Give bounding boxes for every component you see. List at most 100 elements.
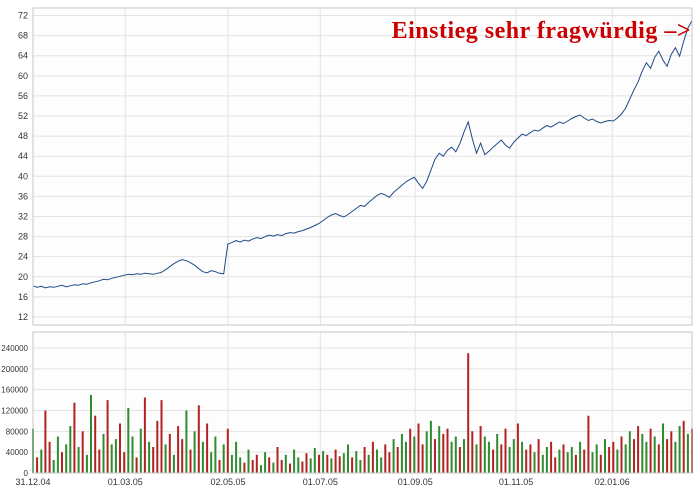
volume-bar [206, 423, 209, 473]
volume-bar [152, 447, 155, 473]
volume-bar [268, 457, 271, 473]
volume-bar [413, 436, 416, 473]
volume-bar [239, 457, 242, 473]
volume-bar [471, 431, 474, 473]
volume-bar [289, 463, 291, 473]
volume-bar [65, 444, 68, 473]
volume-bar [525, 449, 528, 473]
volume-bar [574, 454, 577, 473]
volume-bar [284, 454, 287, 473]
volume-bar [645, 441, 648, 474]
volume-bar [363, 447, 366, 473]
volume-bar [521, 441, 524, 474]
volume-bar [508, 447, 511, 473]
price-ytick-label: 32 [18, 211, 28, 221]
price-ytick-label: 20 [18, 272, 28, 282]
volume-bar [322, 451, 325, 473]
volume-bar [189, 449, 192, 473]
volume-bar [351, 457, 354, 473]
volume-bar [131, 436, 134, 473]
volume-bar [554, 457, 557, 473]
volume-ytick-label: 120000 [1, 407, 28, 416]
volume-bar [434, 439, 436, 473]
price-ytick-label: 48 [18, 131, 28, 141]
price-ytick-label: 44 [18, 151, 28, 161]
price-plot-bg [33, 8, 692, 325]
volume-bar [301, 461, 304, 473]
volume-bar [61, 452, 63, 473]
volume-bar [230, 454, 233, 473]
volume-bar [384, 444, 387, 473]
volume-bar [90, 394, 92, 473]
volume-bar [429, 420, 432, 473]
volume-bar [44, 410, 47, 473]
volume-bar [276, 447, 279, 473]
volume-bar [662, 423, 664, 473]
volume-bar [604, 439, 606, 473]
volume-bar [396, 447, 399, 473]
volume-bar [297, 457, 300, 473]
x-tick-label: 01.07.05 [303, 477, 338, 487]
volume-bar [666, 439, 669, 473]
volume-bar [442, 433, 445, 473]
volume-bar [612, 441, 615, 474]
volume-bar [579, 441, 582, 474]
volume-bar [674, 441, 677, 474]
volume-bar [682, 420, 685, 473]
volume-bar [347, 444, 349, 473]
volume-bar [620, 436, 623, 473]
volume-bar [85, 454, 88, 473]
volume-bar [637, 426, 640, 473]
volume-bar [148, 441, 151, 474]
volume-bar [400, 433, 403, 473]
volume-bar [550, 441, 553, 474]
volume-bar [392, 439, 395, 473]
volume-bar [483, 436, 486, 473]
volume-bar [106, 400, 109, 473]
volume-bar [251, 460, 254, 473]
volume-bar [69, 426, 72, 473]
volume-bar [388, 452, 391, 473]
price-ytick-label: 72 [18, 11, 28, 21]
price-ytick-label: 40 [18, 171, 28, 181]
volume-bar [591, 452, 594, 473]
price-ytick-label: 52 [18, 111, 28, 121]
volume-bar [127, 407, 130, 473]
volume-bar [570, 447, 573, 473]
volume-bar [201, 441, 204, 474]
volume-bar [487, 441, 490, 474]
volume-bar [355, 451, 358, 473]
volume-plot-border [32, 331, 693, 474]
price-line [32, 20, 693, 289]
annotation-text: Einstieg sehr fragwürdig –> [391, 18, 691, 44]
volume-bar [98, 449, 101, 473]
volume-bar [566, 452, 569, 473]
volume-bar [533, 452, 536, 473]
volume-bar [653, 436, 656, 473]
price-ytick-label: 36 [18, 191, 28, 201]
volume-bar [222, 444, 225, 473]
volume-bar [81, 431, 84, 473]
price-ytick-label: 68 [18, 31, 28, 41]
volume-bar [210, 452, 213, 473]
volume-bar [608, 447, 611, 473]
volume-bar [446, 428, 449, 473]
volume-bar [181, 439, 184, 473]
volume-bar [305, 453, 308, 473]
volume-bar [479, 426, 482, 473]
volume-bar [56, 436, 59, 473]
volume-bar [450, 441, 453, 474]
volume-bar [185, 410, 188, 473]
volume-plot-bg [33, 332, 692, 473]
volume-bar [218, 460, 221, 473]
volume-ytick-label: 160000 [1, 386, 28, 395]
volume-bar [309, 458, 312, 473]
volume-bar [102, 433, 105, 473]
volume-bar [342, 453, 345, 473]
volume-ytick-label: 0 [24, 469, 29, 478]
volume-bar [52, 460, 55, 473]
volume-bar [313, 448, 316, 473]
volume-bar [139, 428, 142, 473]
price-ytick-label: 28 [18, 232, 28, 242]
volume-bar [338, 456, 341, 473]
